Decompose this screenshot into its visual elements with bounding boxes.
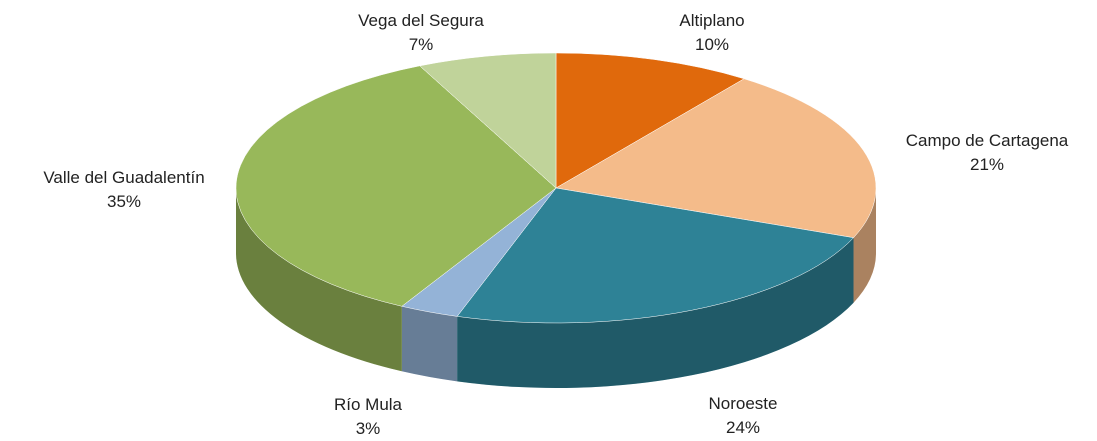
slice-label: Campo de Cartagena — [906, 131, 1069, 150]
slice — [555, 78, 877, 238]
slice — [235, 65, 557, 307]
slice-label: Altiplano — [679, 11, 744, 30]
slice — [419, 52, 557, 189]
sides — [235, 188, 876, 389]
slice-label: Noroeste — [709, 394, 778, 413]
slice-label: Río Mula — [334, 395, 403, 414]
slice-value: 10% — [695, 35, 729, 54]
slice-value: 24% — [726, 418, 760, 437]
side-shade — [401, 306, 458, 382]
side-shade — [457, 237, 854, 389]
slice-label: Valle del Guadalentín — [43, 168, 204, 187]
slice-side — [853, 188, 876, 303]
side-shade — [853, 188, 876, 303]
slice — [456, 187, 855, 324]
tops — [235, 52, 877, 324]
slice-value: 21% — [970, 155, 1004, 174]
slice-label: Vega del Segura — [358, 11, 484, 30]
slice — [555, 52, 745, 189]
slice-side — [457, 237, 854, 389]
side-shade — [235, 188, 402, 372]
slice-value: 7% — [409, 35, 434, 54]
slice-value: 35% — [107, 192, 141, 211]
slice-value: 3% — [356, 419, 381, 438]
slice-side — [235, 188, 402, 372]
slice-side — [401, 306, 458, 382]
